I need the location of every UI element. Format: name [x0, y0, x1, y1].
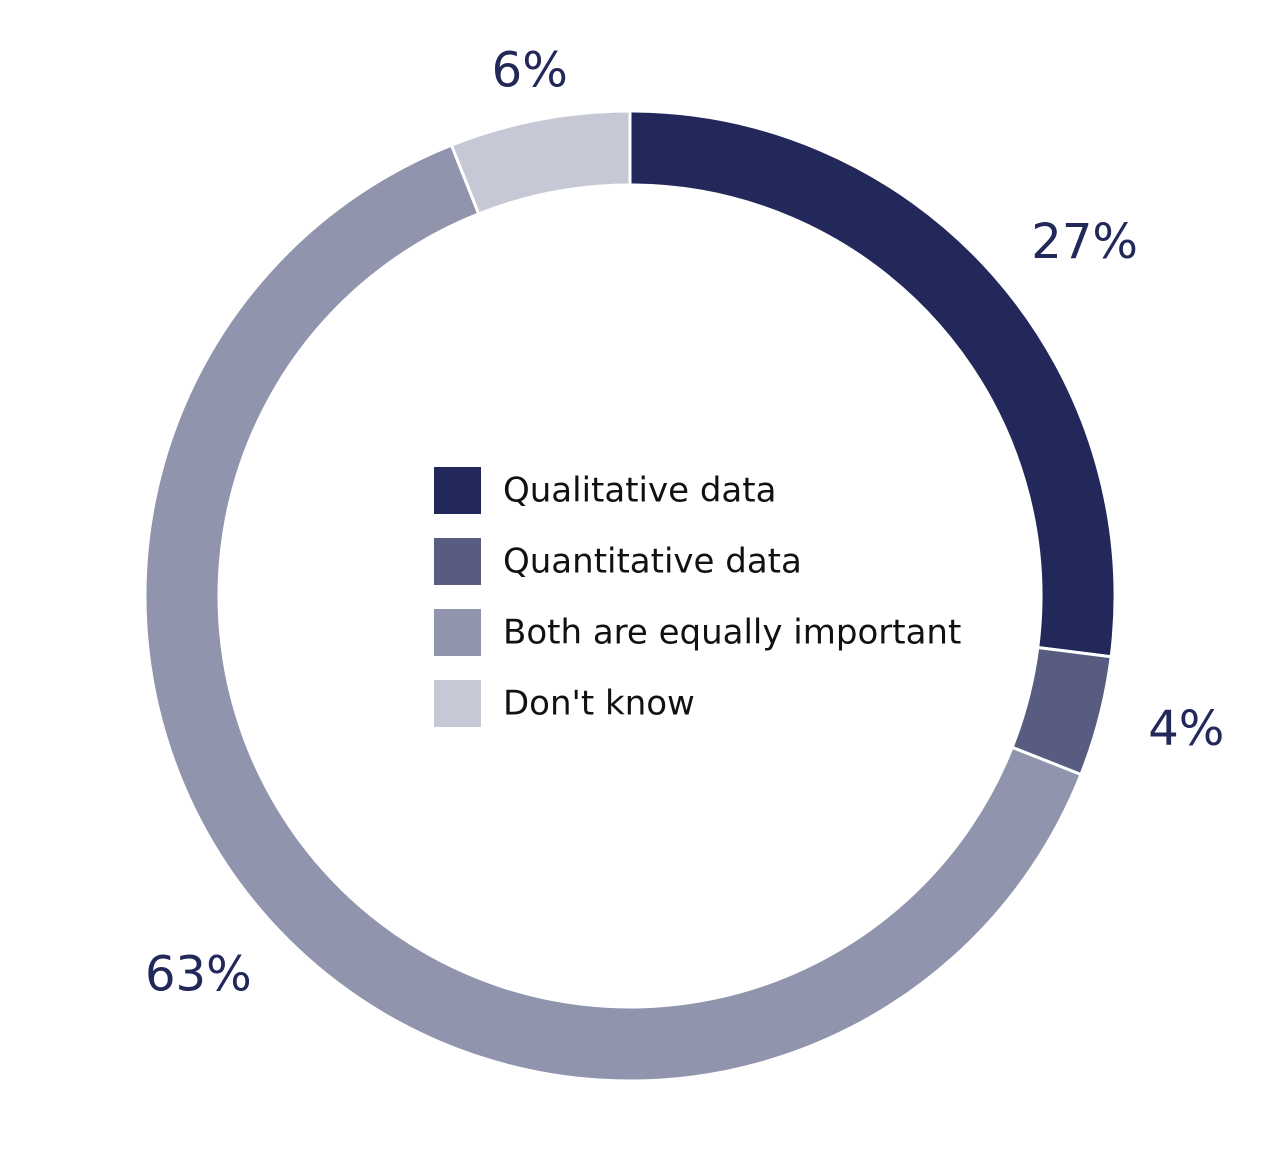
- legend-label: Don't know: [503, 684, 695, 724]
- legend-label: Both are equally important: [503, 613, 961, 653]
- legend-label: Qualitative data: [503, 471, 776, 511]
- legend-item-qualitative-data: Qualitative data: [434, 467, 776, 514]
- legend-swatch: [434, 609, 481, 656]
- legend-swatch: [434, 680, 481, 727]
- value-label-quantitative-data: 4%: [1148, 701, 1224, 757]
- legend-item-don-t-know: Don't know: [434, 680, 695, 727]
- legend-swatch: [434, 538, 481, 585]
- value-label-don-t-know: 6%: [492, 42, 568, 98]
- value-label-qualitative-data: 27%: [1031, 214, 1138, 270]
- legend-item-quantitative-data: Quantitative data: [434, 538, 802, 585]
- legend-item-both-are-equally-important: Both are equally important: [434, 609, 961, 656]
- slices-layer: [143, 109, 1117, 1083]
- slice-don-t-know: [449, 109, 632, 216]
- legend-label: Quantitative data: [503, 542, 802, 582]
- value-labels-layer: 27% 4% 63% 6%: [145, 42, 1224, 1002]
- slice-both-are-equally-important: [143, 143, 1083, 1083]
- value-label-both-are-equally-important: 63%: [145, 946, 252, 1002]
- legend: Qualitative data Quantitative data Both ar…: [434, 467, 961, 727]
- legend-swatch: [434, 467, 481, 514]
